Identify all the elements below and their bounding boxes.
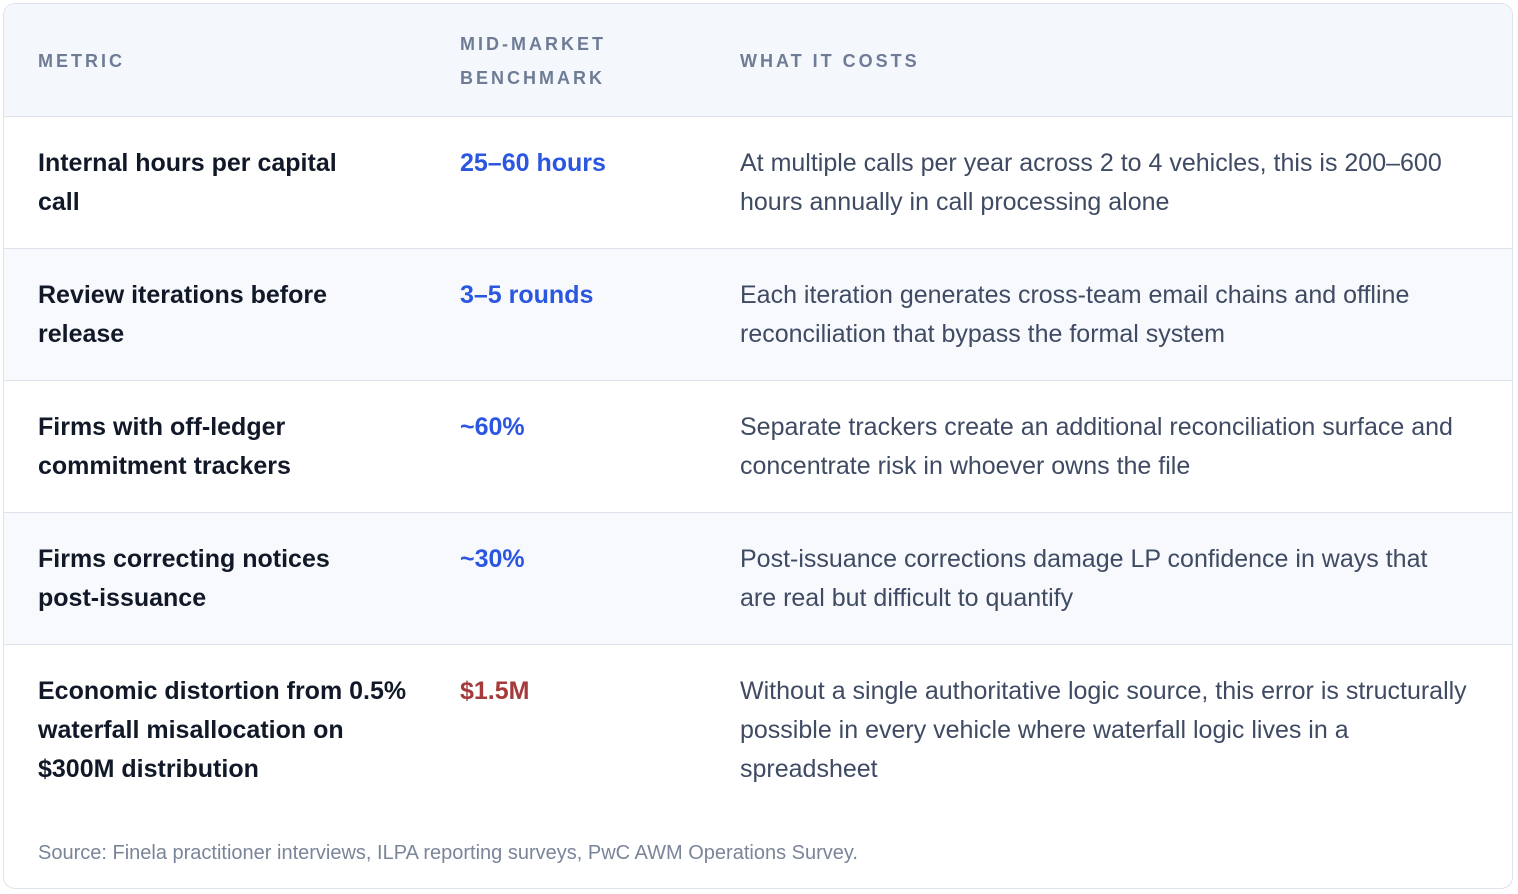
benchmark-value: 3–5 rounds	[460, 281, 594, 309]
metric-cell: Review iterations before release	[38, 281, 327, 348]
header-cell-benchmark: Mid-Market Benchmark	[460, 4, 640, 117]
benchmark-value: 25–60 hours	[460, 149, 606, 177]
metric-cell: Economic distortion from 0.5% waterfall …	[38, 677, 407, 783]
header-metric-label: Metric	[38, 50, 125, 71]
cost-description: Each iteration generates cross-team emai…	[740, 281, 1410, 348]
table-row: Firms with off-ledger commitment tracker…	[4, 381, 1512, 513]
benchmark-value: ~60%	[460, 413, 525, 441]
metric-cell: Firms with off-ledger commitment tracker…	[38, 413, 291, 480]
benchmark-table-card: Metric Mid-Market Benchmark What It Cost…	[3, 3, 1513, 889]
header-cell-metric: Metric	[38, 4, 418, 117]
cost-description: Without a single authoritative logic sou…	[740, 677, 1467, 783]
cost-description: Separate trackers create an additional r…	[740, 413, 1453, 480]
header-cell-cost: What It Costs	[740, 4, 1500, 117]
table-row: Internal hours per capital call 25–60 ho…	[4, 117, 1512, 249]
cost-description: Post-issuance corrections damage LP conf…	[740, 545, 1428, 612]
header-benchmark-label: Mid-Market Benchmark	[460, 33, 606, 88]
metric-cell: Internal hours per capital call	[38, 149, 337, 216]
header-cost-label: What It Costs	[740, 50, 920, 71]
table-row: Economic distortion from 0.5% waterfall …	[4, 645, 1512, 822]
table-row: Firms correcting notices post-issuance ~…	[4, 513, 1512, 645]
table-header: Metric Mid-Market Benchmark What It Cost…	[4, 4, 1512, 117]
benchmark-value: ~30%	[460, 545, 525, 573]
cost-description: At multiple calls per year across 2 to 4…	[740, 149, 1442, 216]
source-note: Source: Finela practitioner interviews, …	[38, 842, 858, 864]
benchmark-value: $1.5M	[460, 677, 530, 705]
table-row: Review iterations before release 3–5 rou…	[4, 249, 1512, 381]
metric-cell: Firms correcting notices post-issuance	[38, 545, 330, 612]
